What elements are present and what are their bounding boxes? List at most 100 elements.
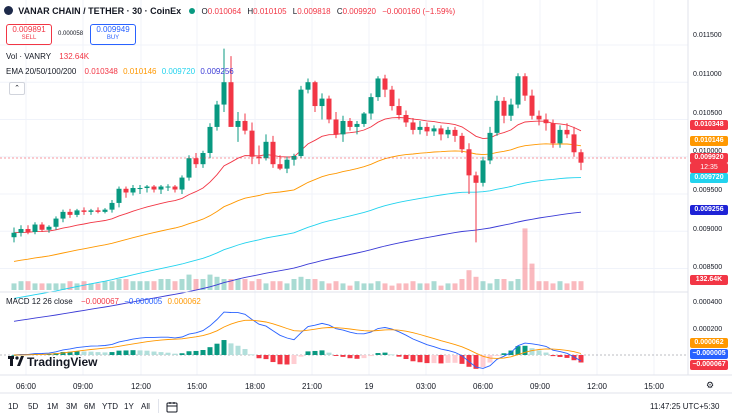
volume-bar (494, 279, 500, 290)
volume-bar (228, 279, 234, 290)
volume-bar (102, 281, 108, 290)
volume-bar (326, 283, 332, 290)
volume-bar (354, 281, 360, 290)
macd-hist-tag: −0.000067 (690, 360, 728, 370)
range-5d-button[interactable]: 5D (28, 402, 39, 411)
macd-histogram-bar (221, 340, 227, 355)
volume-bar (347, 285, 353, 290)
candle-body (396, 106, 402, 115)
volume-bar (529, 263, 535, 290)
macd-histogram-bar (571, 355, 577, 361)
buy-button[interactable]: 0.009949 BUY (90, 24, 136, 45)
macd-histogram-bar (88, 351, 94, 355)
volume-bar (88, 283, 94, 290)
macd-histogram-bar (172, 353, 178, 355)
volume-bar (382, 283, 388, 290)
volume-bar (578, 281, 584, 290)
range-1m-button[interactable]: 1M (47, 402, 59, 411)
volume-bar (109, 281, 115, 290)
volume-bar (18, 281, 24, 290)
candle-body (438, 128, 444, 135)
price-axis-label: 0.011500 (693, 32, 722, 39)
range-6m-button[interactable]: 6M (84, 402, 96, 411)
candle-body (354, 123, 360, 127)
candle-body (319, 98, 325, 107)
candle-body (466, 149, 472, 176)
macd-histogram-bar (361, 355, 367, 359)
range-3m-button[interactable]: 3M (66, 402, 78, 411)
time-axis-label: 15:00 (643, 382, 665, 391)
candle-body (578, 152, 584, 163)
macd-legend[interactable]: MACD 12 26 close −0.000067 −0.000005 0.0… (6, 297, 201, 307)
volume-bar (340, 283, 346, 290)
range-ytd-button[interactable]: YTD (102, 402, 118, 411)
candle-body (550, 123, 556, 144)
candle-body (340, 120, 346, 135)
volume-bar (116, 279, 122, 290)
time-axis-label: 19 (364, 382, 374, 391)
price-axis-label: 0.009500 (693, 187, 723, 194)
candle-body (480, 160, 486, 183)
macd-histogram-bar (256, 355, 262, 359)
macd-histogram-bar (67, 351, 73, 355)
buy-price: 0.009949 (96, 25, 130, 34)
range-1d-button[interactable]: 1D (8, 402, 19, 411)
ema-layer (13, 117, 582, 322)
candle-body (333, 119, 339, 135)
macd-histogram-bar (228, 343, 234, 355)
ema-100-line (13, 177, 582, 299)
volume-bar (263, 283, 269, 290)
macd-histogram-bar (291, 355, 297, 365)
volume-bar (200, 279, 206, 290)
macd-signal-tag: 0.000062 (690, 338, 728, 348)
candle-body (270, 141, 276, 165)
candle-body (207, 126, 213, 153)
chevron-up-icon: ⌃ (14, 85, 20, 92)
macd-histogram-bar (186, 351, 192, 355)
volume-bar (522, 228, 528, 290)
volume-bar (389, 285, 395, 290)
macd-histogram-bar (95, 352, 101, 355)
range-1y-button[interactable]: 1Y (124, 402, 134, 411)
range-all-button[interactable]: All (141, 402, 150, 411)
volume-bar (270, 281, 276, 290)
clock-timezone[interactable]: 11:47:25 UTC+5:30 (650, 402, 720, 411)
macd-histogram-bar (487, 355, 493, 363)
volume-bar (25, 281, 31, 290)
candle-body (557, 129, 563, 144)
macd-line-value: −0.000005 (124, 297, 163, 306)
sell-button[interactable]: 0.009891 SELL (6, 24, 52, 45)
macd-histogram-bar (312, 350, 318, 355)
candle-body (95, 210, 101, 212)
candle-body (228, 82, 234, 127)
volume-bar (235, 279, 241, 290)
status-dot-icon (189, 8, 196, 14)
volume-bar (361, 283, 367, 290)
candle-body (18, 229, 24, 233)
macd-histogram-bar (263, 355, 269, 360)
ema50-price-tag: 0.010146 (690, 136, 728, 146)
tradingview-logo-icon (8, 355, 24, 369)
candle-body (501, 100, 507, 116)
goto-date-calendar-icon[interactable] (166, 400, 178, 413)
ohlc-open-value: 0.010064 (207, 7, 242, 16)
symbol-title[interactable]: VANAR CHAIN / TETHER · 30 · CoinEx (18, 6, 182, 16)
settings-gear-icon[interactable]: ⚙ (705, 380, 715, 390)
volume-bar (396, 283, 402, 290)
macd-line-tag: −0.000005 (690, 349, 728, 359)
ema-200-value: 0.009256 (200, 67, 234, 76)
macd-histogram-bar (578, 355, 584, 363)
candle-body (137, 188, 143, 190)
volume-bar (32, 283, 38, 290)
volume-legend[interactable]: Vol · VANRY 132.64K (6, 52, 89, 62)
volume-bar (46, 283, 52, 290)
ema-legend[interactable]: EMA 20/50/100/200 0.010348 0.010146 0.00… (6, 67, 234, 77)
volume-bar (459, 279, 465, 290)
tradingview-logo[interactable]: TradingView (8, 355, 97, 369)
macd-histogram-bar (480, 355, 486, 368)
candle-body (263, 141, 269, 159)
collapse-legend-button[interactable]: ⌃ (9, 82, 25, 95)
candle-body (571, 134, 577, 153)
candle-body (102, 209, 108, 212)
